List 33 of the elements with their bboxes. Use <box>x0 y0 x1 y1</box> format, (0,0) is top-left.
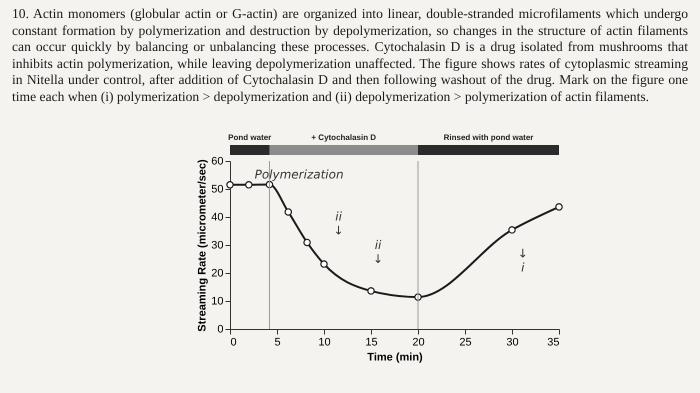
y-tick-label: 20 <box>211 267 224 280</box>
point <box>367 286 375 294</box>
y-tick-label: 60 <box>211 155 224 168</box>
x-tick-label: 5 <box>274 336 281 348</box>
annotation: ii ↓ <box>373 238 384 266</box>
annotation: Polymerization <box>254 167 344 182</box>
point <box>555 202 563 210</box>
chart-title: 10. Actin monomers (globular actin or G-actin) are organized into linear, double-stranded microfilaments which undergo constant formation by polymerization and destruction by depolymerization, so changes in the structure of actin filaments can occur quickly by balancing or unbalancing these processes. Cytochalasin D is a drug isolated from mushrooms that inhibits actin polymerization, while leaving depolymerization unaffected. The figure shows rates of cytoplasmic streaming in Nitella under control, after addition of Cytochalasin D and then following washout of the drug. Mark on the figure one time each when (i) polymerization > depolymerization and (ii) depolymerization > polymerization of actin filaments. <box>11 5 689 106</box>
x-tick-label: 25 <box>459 336 472 348</box>
y-tick-label: 30 <box>211 239 224 252</box>
point <box>320 260 328 268</box>
x-tick-label: 15 <box>365 336 378 348</box>
annotation: ii ↓ <box>334 209 344 238</box>
text: Rinsed with pond water <box>444 132 534 142</box>
x-axis-title: Time (min) <box>367 351 424 364</box>
y-tick-label: 10 <box>211 295 224 308</box>
y-tick-label: 50 <box>211 183 224 196</box>
text: + Cytochalasin D <box>311 132 376 142</box>
point <box>284 208 292 216</box>
y-tick-label: 40 <box>211 211 224 224</box>
point <box>226 180 234 188</box>
point <box>303 238 311 246</box>
point <box>508 226 516 234</box>
point <box>245 180 253 188</box>
text: Pond water <box>228 132 272 142</box>
x-tick-label: 0 <box>230 336 237 348</box>
y-axis-title: Streaming Rate (micrometer/sec) <box>196 158 208 332</box>
y-tick-label: 0 <box>217 323 224 336</box>
x-tick-label: 35 <box>547 336 560 348</box>
x-tick-label: 10 <box>318 336 331 348</box>
annotation: ↓ i <box>518 246 528 274</box>
x-tick-label: 30 <box>506 336 519 348</box>
x-tick-label: 20 <box>412 336 425 348</box>
